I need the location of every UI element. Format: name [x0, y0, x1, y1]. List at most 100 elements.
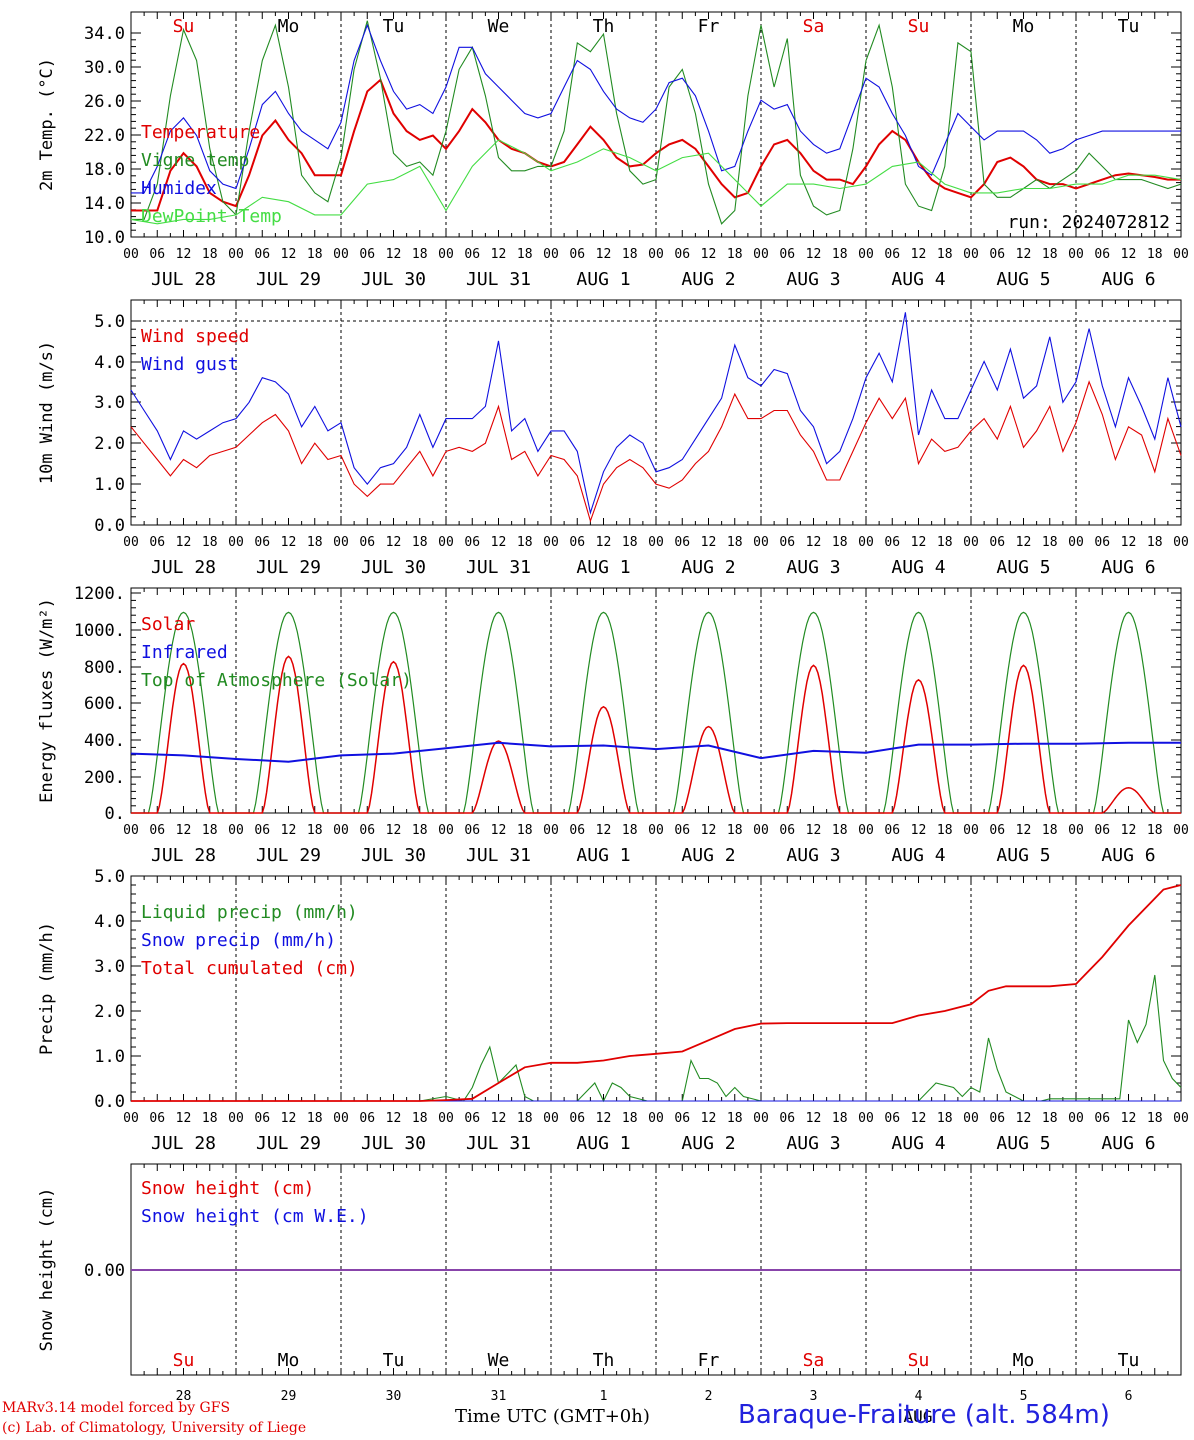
- panel-3: 0. 200. 400. 600. 800. 1000. 1200. Energy fluxe…: [37, 584, 1189, 866]
- day-name-label: Th: [593, 1350, 615, 1371]
- x-date-label: AUG 2: [681, 1133, 735, 1154]
- day-name-label: Sa: [803, 16, 825, 37]
- day-name-label: Su: [908, 1350, 930, 1371]
- model-credit: MARv3.14 model forced by GFS: [2, 1400, 231, 1416]
- x-hour-label: 12: [386, 823, 402, 838]
- y-axis-title: 10m Wind (m/s): [37, 341, 57, 484]
- x-hour-label: 06: [674, 823, 690, 838]
- y-tick-label: 800.: [84, 658, 125, 678]
- x-hour-label: 18: [412, 823, 428, 838]
- x-hour-label: 06: [464, 535, 480, 550]
- y-tick-label: 5.0: [94, 867, 125, 887]
- x-hour-label: 06: [1094, 1111, 1110, 1126]
- x-hour-label: 06: [1094, 247, 1110, 262]
- x-date-label: JUL 31: [466, 845, 531, 866]
- x-hour-label: 00: [753, 1111, 769, 1126]
- x-hour-label: 06: [464, 1111, 480, 1126]
- series-line-dewpoint-temp: [130, 139, 1182, 225]
- y-tick-label: 3.0: [94, 393, 125, 413]
- run-label: run: 2024072812: [1007, 212, 1170, 233]
- x-hour-label: 12: [596, 1111, 612, 1126]
- x-hour-label: 12: [1016, 535, 1032, 550]
- x-date-label: AUG 2: [681, 845, 735, 866]
- day-number-label: 4: [915, 1389, 923, 1404]
- x-axis-title: Time UTC (GMT+0h): [455, 1406, 650, 1427]
- x-hour-label: 00: [963, 823, 979, 838]
- x-hour-label: 12: [596, 823, 612, 838]
- x-hour-label: 06: [884, 535, 900, 550]
- x-hour-label: 06: [149, 247, 165, 262]
- x-hour-label: 06: [674, 247, 690, 262]
- day-name-label: Mo: [278, 16, 300, 37]
- x-hour-label: 12: [911, 535, 927, 550]
- x-hour-label: 12: [806, 535, 822, 550]
- x-hour-label: 06: [254, 247, 270, 262]
- y-tick-label: 26.0: [84, 92, 125, 112]
- x-hour-label: 06: [149, 823, 165, 838]
- x-hour-label: 18: [517, 823, 533, 838]
- x-hour-label: 12: [1121, 247, 1137, 262]
- x-hour-label: 06: [359, 823, 375, 838]
- x-hour-label: 12: [386, 1111, 402, 1126]
- x-hour-label: 00: [438, 535, 454, 550]
- x-hour-label: 18: [307, 535, 323, 550]
- x-hour-label: 06: [359, 247, 375, 262]
- x-date-label: AUG 3: [786, 557, 840, 578]
- series-line-temperature: [131, 78, 1181, 212]
- x-hour-label: 00: [438, 823, 454, 838]
- x-hour-label: 00: [648, 535, 664, 550]
- x-hour-label: 18: [832, 247, 848, 262]
- series-line-liquid-precip-mm-h-: [131, 974, 1182, 1103]
- legend-entry: Wind gust: [141, 354, 239, 375]
- x-hour-label: 12: [491, 1111, 507, 1126]
- x-hour-label: 00: [1068, 535, 1084, 550]
- x-hour-label: 18: [622, 535, 638, 550]
- day-number-label: 1: [600, 1389, 608, 1404]
- x-hour-label: 18: [517, 1111, 533, 1126]
- x-hour-label: 12: [491, 535, 507, 550]
- x-hour-label: 00: [858, 535, 874, 550]
- x-hour-label: 18: [1042, 247, 1058, 262]
- x-hour-label: 00: [648, 1111, 664, 1126]
- x-hour-label: 18: [1147, 823, 1163, 838]
- x-date-label: AUG 2: [681, 557, 735, 578]
- x-hour-label: 00: [963, 1111, 979, 1126]
- x-hour-label: 00: [753, 247, 769, 262]
- x-date-label: AUG 4: [891, 1133, 945, 1154]
- y-axis-title: Snow height (cm): [37, 1188, 57, 1352]
- x-hour-label: 12: [281, 535, 297, 550]
- series-line-vigne-temp: [131, 20, 1182, 225]
- x-hour-label: 18: [937, 823, 953, 838]
- plot-frame: [130, 11, 1182, 238]
- x-date-label: AUG 1: [576, 1133, 630, 1154]
- day-name-label: Mo: [1013, 1350, 1035, 1371]
- x-hour-label: 12: [911, 247, 927, 262]
- x-hour-label: 00: [228, 1111, 244, 1126]
- y-tick-label: 0.0: [94, 516, 125, 536]
- x-hour-label: 00: [333, 247, 349, 262]
- x-hour-label: 18: [202, 535, 218, 550]
- day-name-label: Su: [173, 1350, 195, 1371]
- x-hour-label: 18: [202, 823, 218, 838]
- day-number-label: 28: [176, 1389, 192, 1404]
- x-hour-label: 12: [701, 247, 717, 262]
- x-date-label: AUG 3: [786, 845, 840, 866]
- y-tick-label: 400.: [84, 731, 125, 751]
- x-date-label: JUL 31: [466, 557, 531, 578]
- x-hour-label: 06: [359, 535, 375, 550]
- day-name-label: Tu: [383, 1350, 405, 1371]
- x-hour-label: 12: [176, 247, 192, 262]
- y-tick-label: 2.0: [94, 1002, 125, 1022]
- y-tick-label: 5.0: [94, 312, 125, 332]
- series-line-wind-speed: [130, 380, 1182, 523]
- x-hour-label: 12: [491, 823, 507, 838]
- x-hour-label: 18: [307, 823, 323, 838]
- x-hour-label: 06: [779, 247, 795, 262]
- x-hour-label: 12: [176, 823, 192, 838]
- x-hour-label: 00: [228, 247, 244, 262]
- y-tick-label: 14.0: [84, 194, 125, 214]
- x-hour-label: 12: [281, 1111, 297, 1126]
- x-date-label: JUL 30: [361, 1133, 426, 1154]
- y-tick-label: 22.0: [84, 126, 125, 146]
